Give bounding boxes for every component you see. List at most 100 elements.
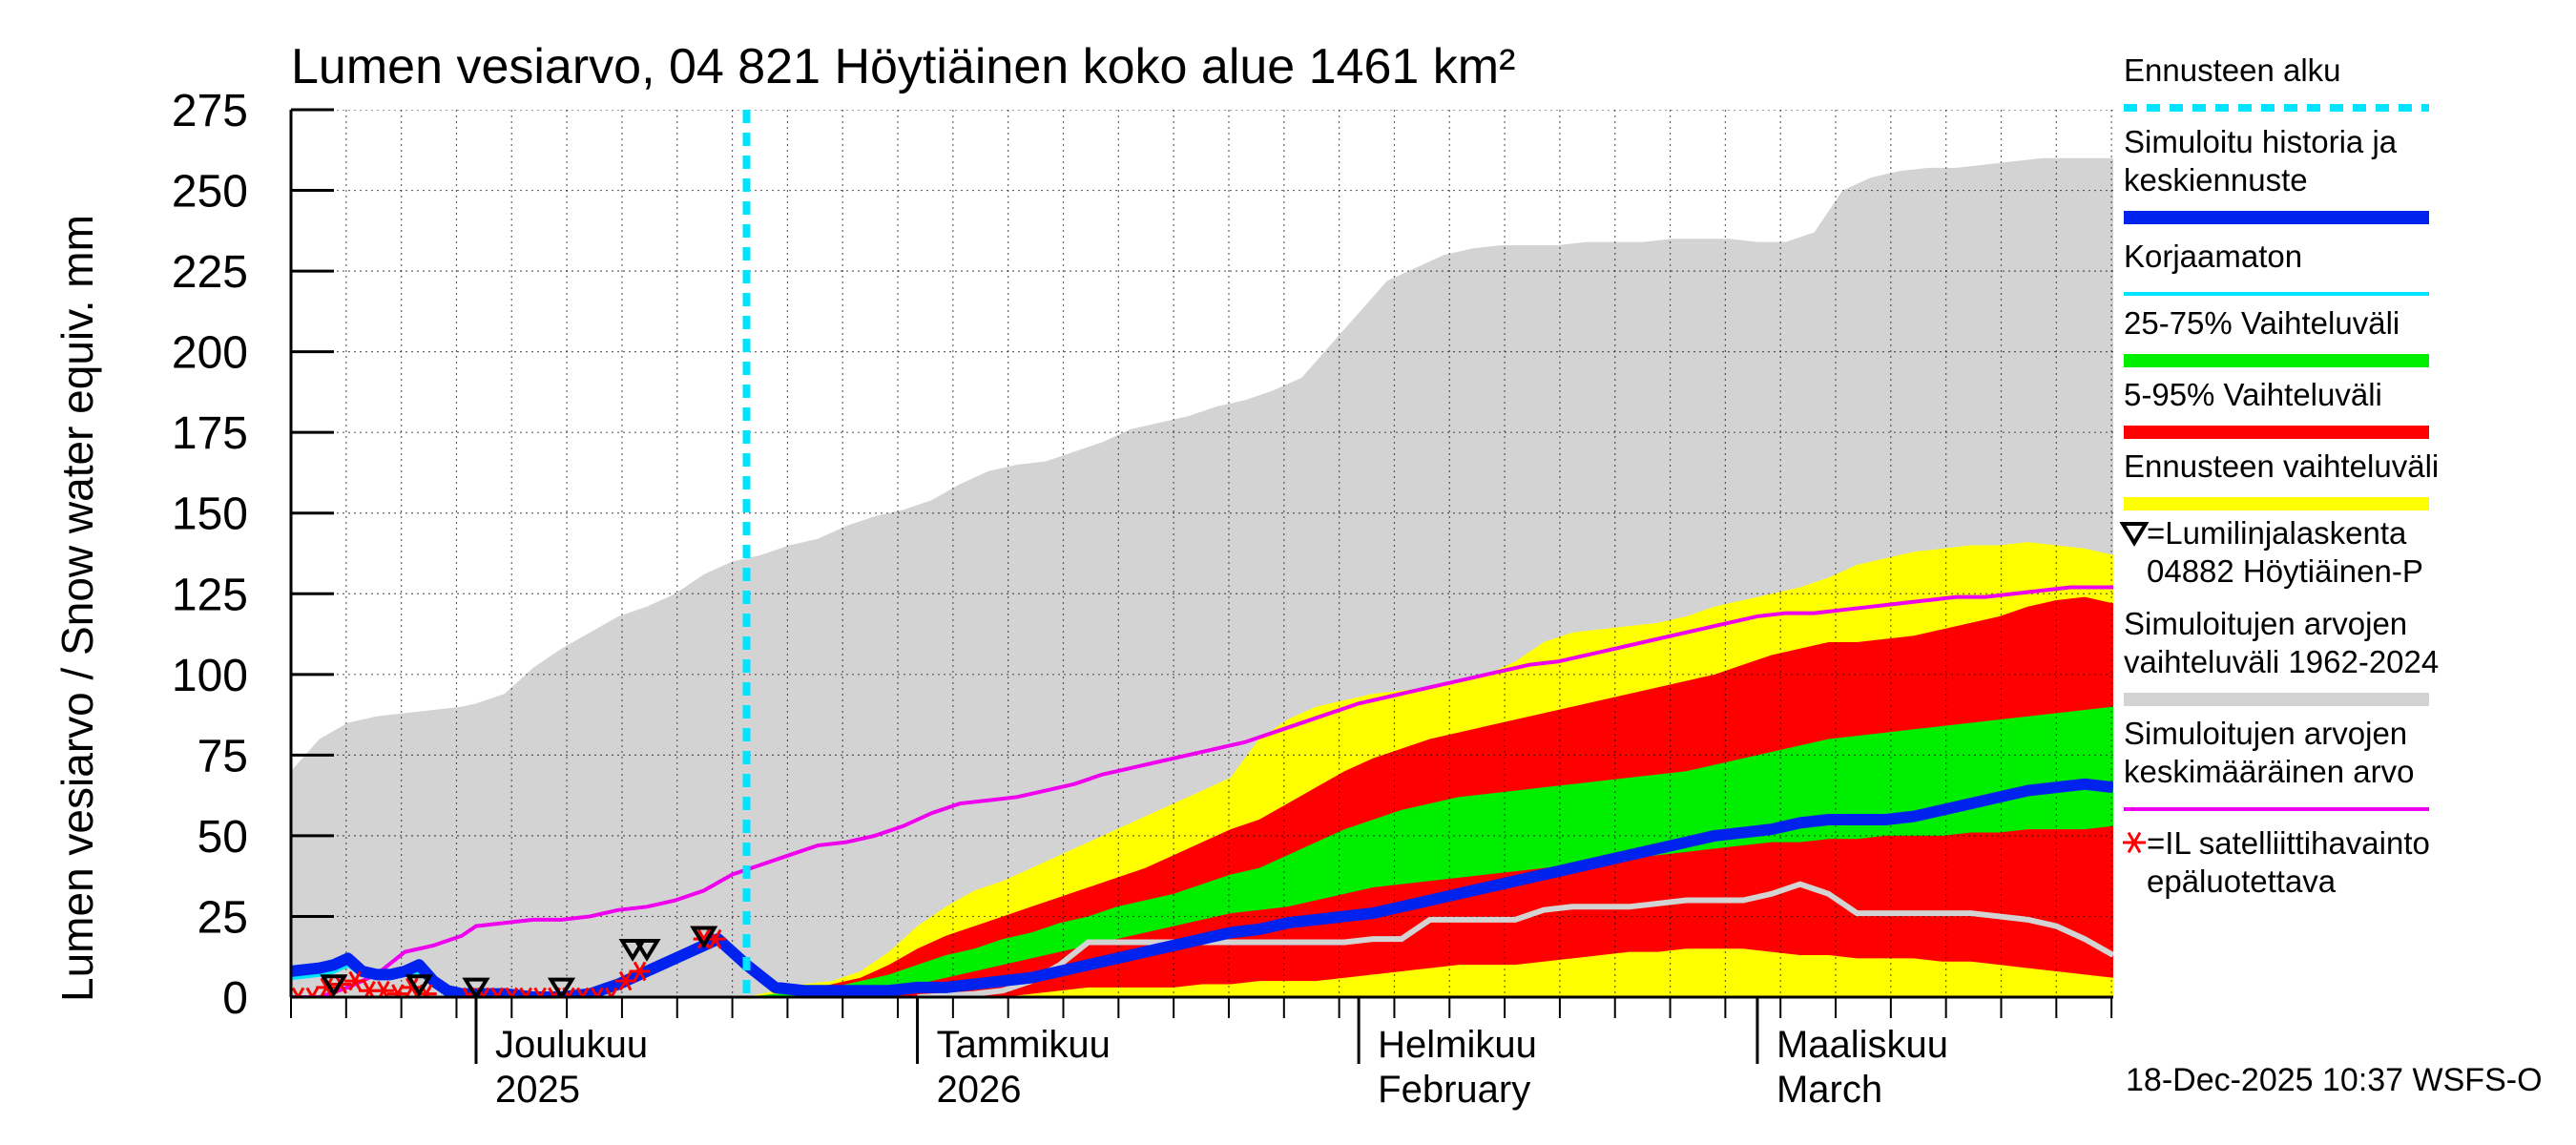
satellite-mark-stroke xyxy=(320,977,334,997)
axes: 0255075100125150175200225250275Joulukuu2… xyxy=(172,86,2113,1111)
satellite-mark-stroke xyxy=(576,987,585,997)
snowline-mark xyxy=(547,977,576,997)
satellite-mark-stroke xyxy=(291,987,301,997)
chart-title: Lumen vesiarvo, 04 821 Höytiäinen koko a… xyxy=(291,39,1515,94)
satellite-mark xyxy=(487,987,509,997)
y-tick-label: 25 xyxy=(197,892,248,943)
satellite-mark xyxy=(386,984,408,997)
y-tick-label: 225 xyxy=(172,247,248,298)
satellite-mark-stroke xyxy=(348,970,362,991)
satellite-mark-stroke xyxy=(394,984,405,997)
plot-content xyxy=(291,110,2113,997)
satellite-mark-stroke xyxy=(633,961,647,982)
y-tick-label: 125 xyxy=(172,570,248,620)
satellite-mark xyxy=(344,970,366,991)
satellite-mark-stroke xyxy=(305,987,315,997)
satellite-mark-stroke xyxy=(708,928,722,949)
satellite-mark-stroke xyxy=(481,987,490,997)
satellite-mark xyxy=(291,987,309,997)
satellite-mark-stroke xyxy=(423,984,433,997)
satellite-mark-stroke xyxy=(405,977,419,997)
lower-sim-line xyxy=(917,881,2113,997)
satellite-mark-stroke xyxy=(462,987,471,997)
month-label-line2: March xyxy=(1776,1069,1882,1111)
satellite-mark-stroke xyxy=(533,987,542,997)
legend-label: =IL satelliittihavainto xyxy=(2147,825,2430,861)
satellite-mark-stroke xyxy=(595,987,604,997)
satellite-mark-stroke xyxy=(696,928,711,949)
legend-label: vaihteluväli 1962-2024 xyxy=(2124,644,2439,679)
legend-label: Ennusteen alku xyxy=(2124,52,2341,88)
y-tick-label: 0 xyxy=(222,973,248,1024)
month-label-line1: Maaliskuu xyxy=(1776,1024,1948,1066)
y-axis-label: Lumen vesiarvo / Snow water equiv. mm xyxy=(52,215,102,1002)
y-tick-label: 275 xyxy=(172,86,248,136)
month-label-line1: Helmikuu xyxy=(1378,1024,1537,1066)
satellite-mark-stroke xyxy=(618,970,633,991)
satellite-mark-stroke xyxy=(567,987,575,997)
legend-swatch-star xyxy=(2123,831,2146,854)
legend-label: Korjaamaton xyxy=(2124,239,2302,274)
satellite-mark xyxy=(586,987,608,997)
satellite-mark-stroke xyxy=(519,987,528,997)
satellite-mark-stroke xyxy=(538,987,547,997)
plot-area xyxy=(291,110,2113,997)
satellite-mark xyxy=(600,987,622,997)
legend-label: 25-75% Vaihteluväli xyxy=(2124,305,2399,341)
satellite-mark-stroke xyxy=(604,987,613,997)
y-tick-label: 200 xyxy=(172,328,248,379)
legend-label: Simuloitujen arvojen xyxy=(2124,716,2407,751)
satellite-mark xyxy=(629,961,651,982)
y-tick-label: 250 xyxy=(172,167,248,218)
satellite-mark-stroke xyxy=(505,987,514,997)
legend-swatch-triangle xyxy=(2119,522,2150,547)
satellite-mark-stroke xyxy=(591,987,599,997)
snowline-mark xyxy=(405,974,433,997)
snowline-mark xyxy=(320,974,348,997)
y-tick-label: 150 xyxy=(172,489,248,540)
legend-label: keskiennuste xyxy=(2124,162,2308,198)
satellite-mark-stroke xyxy=(490,987,500,997)
satellite-mark xyxy=(316,977,338,997)
p5-95-band xyxy=(746,596,2113,997)
y-tick-label: 175 xyxy=(172,408,248,459)
legend-label: keskimääräinen arvo xyxy=(2124,754,2414,789)
legend-label: Simuloitujen arvojen xyxy=(2124,606,2407,641)
satellite-mark-stroke xyxy=(509,987,519,997)
p25-75-band xyxy=(746,706,2113,997)
month-label-line1: Joulukuu xyxy=(495,1024,648,1066)
satellite-mark xyxy=(515,987,537,997)
mean-line xyxy=(291,585,2113,997)
legend-star-stroke xyxy=(2127,831,2142,854)
legend-label: Simuloitu historia ja xyxy=(2124,124,2398,159)
satellite-mark-stroke xyxy=(310,987,320,997)
y-tick-label: 75 xyxy=(197,731,248,781)
satellite-mark xyxy=(501,987,523,997)
legend-label: 5-95% Vaihteluväli xyxy=(2124,377,2382,412)
legend-label: epäluotettava xyxy=(2147,864,2337,899)
satellite-mark xyxy=(301,987,323,997)
month-label-line2: 2026 xyxy=(937,1069,1022,1111)
snowline-mark xyxy=(690,926,718,949)
satellite-mark xyxy=(530,987,551,997)
snowline-mark xyxy=(633,939,661,962)
satellite-mark-stroke xyxy=(581,987,590,997)
legend-label: Ennusteen vaihteluväli xyxy=(2124,448,2439,484)
snowline-mark xyxy=(618,939,647,962)
satellite-mark-stroke xyxy=(548,987,556,997)
satellite-mark-stroke xyxy=(495,987,505,997)
satellite-mark-stroke xyxy=(610,987,618,997)
satellite-mark xyxy=(571,987,593,997)
legend-label: =Lumilinjalaskenta xyxy=(2147,515,2407,551)
satellite-mark-stroke xyxy=(524,987,533,997)
y-tick-label: 50 xyxy=(197,812,248,863)
timestamp: 18-Dec-2025 10:37 WSFS-O xyxy=(2126,1062,2543,1098)
satellite-mark xyxy=(614,970,636,991)
month-label-line2: February xyxy=(1378,1069,1530,1111)
month-label-line2: 2025 xyxy=(495,1069,580,1111)
month-label-line1: Tammikuu xyxy=(937,1024,1111,1066)
satellite-mark-stroke xyxy=(296,987,305,997)
legend-label: 04882 Höytiäinen-P xyxy=(2147,553,2423,589)
